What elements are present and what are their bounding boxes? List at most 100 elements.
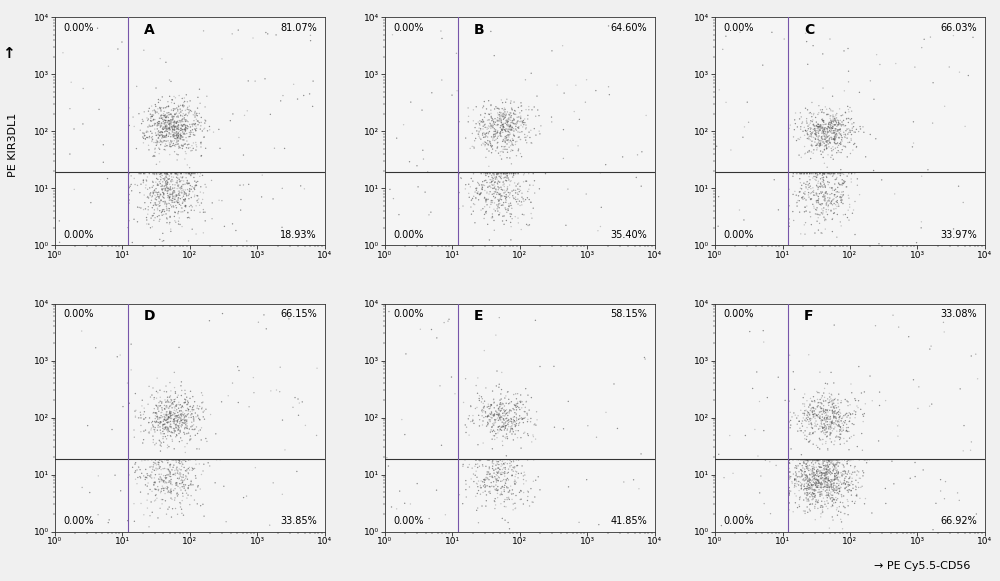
Point [513, 469, 529, 478]
Point [819, 427, 835, 436]
Point [517, 407, 533, 417]
Point [713, 521, 729, 530]
Point [182, 122, 198, 131]
Point [302, 31, 318, 40]
Point [176, 139, 192, 149]
Point [835, 501, 851, 511]
Point [487, 117, 503, 127]
Point [157, 483, 173, 493]
Point [795, 408, 811, 418]
Point [792, 424, 808, 433]
Point [537, 169, 553, 178]
Point [747, 425, 763, 434]
Point [176, 455, 192, 464]
Point [529, 407, 545, 417]
Point [496, 419, 512, 428]
Point [483, 109, 499, 118]
Point [160, 175, 176, 184]
Point [164, 185, 180, 194]
Point [171, 207, 187, 216]
Point [823, 198, 839, 207]
Point [155, 122, 171, 131]
Point [524, 105, 540, 114]
Point [182, 455, 198, 464]
Point [157, 124, 173, 133]
Point [156, 210, 172, 219]
Point [817, 124, 833, 134]
Point [494, 124, 510, 134]
Point [723, 145, 739, 155]
Point [817, 430, 833, 439]
Point [797, 409, 813, 418]
Point [914, 171, 930, 181]
Point [503, 212, 519, 221]
Point [184, 421, 200, 431]
Point [808, 481, 824, 490]
Point [803, 184, 819, 193]
Point [492, 208, 508, 217]
Point [507, 504, 523, 513]
Point [168, 455, 184, 464]
Point [177, 415, 193, 425]
Point [834, 470, 850, 479]
Point [163, 407, 179, 417]
Point [518, 105, 534, 114]
Point [815, 471, 831, 480]
Point [484, 122, 500, 131]
Point [809, 402, 825, 411]
Point [155, 111, 171, 120]
Point [492, 402, 508, 411]
Point [812, 444, 828, 454]
Point [151, 169, 167, 178]
Point [151, 131, 167, 141]
Point [819, 125, 835, 134]
Point [165, 132, 181, 141]
Point [517, 403, 533, 412]
Point [161, 467, 177, 476]
Point [150, 200, 166, 209]
Point [159, 415, 175, 424]
Point [171, 118, 187, 127]
Point [826, 209, 842, 218]
Point [824, 426, 840, 435]
Point [788, 492, 804, 501]
Point [245, 373, 261, 382]
Point [510, 123, 526, 132]
Point [822, 34, 838, 44]
Point [802, 478, 818, 487]
Point [813, 137, 829, 146]
Point [163, 409, 179, 418]
Point [813, 398, 829, 407]
Point [497, 480, 513, 490]
Point [469, 126, 485, 135]
Point [832, 476, 848, 486]
Point [816, 474, 832, 483]
Point [815, 455, 831, 464]
Point [781, 488, 797, 497]
Point [163, 77, 179, 86]
Point [147, 152, 163, 161]
Point [495, 121, 511, 131]
Point [487, 173, 503, 182]
Point [162, 189, 178, 198]
Point [878, 396, 894, 405]
Point [815, 169, 831, 178]
Point [496, 135, 512, 144]
Point [815, 455, 831, 464]
Point [815, 116, 831, 125]
Point [821, 419, 837, 429]
Point [498, 451, 514, 460]
Point [485, 473, 501, 482]
Point [159, 206, 175, 215]
Point [174, 120, 190, 130]
Point [812, 487, 828, 497]
Point [149, 195, 165, 205]
Point [846, 431, 862, 440]
Point [137, 134, 153, 144]
Point [161, 413, 177, 422]
Point [791, 467, 807, 476]
Point [170, 101, 186, 110]
Point [830, 457, 846, 467]
Point [824, 119, 840, 128]
Point [147, 425, 163, 435]
